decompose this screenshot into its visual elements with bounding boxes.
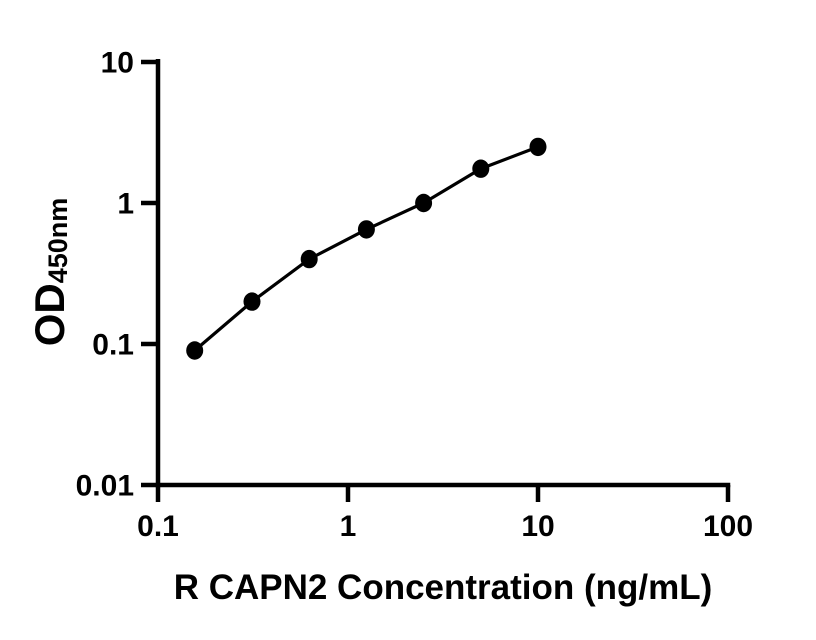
y-tick-label: 10	[101, 47, 134, 80]
curve-line	[193, 145, 539, 352]
data-point	[472, 159, 490, 178]
data-point	[243, 292, 261, 311]
y-tick-label: 0.1	[92, 329, 134, 362]
y-axis-title-main: OD	[26, 283, 73, 346]
x-tick-label: 1	[340, 510, 357, 543]
y-axis-title-subscript: 450nm	[43, 198, 73, 284]
x-tick-label: 0.1	[137, 510, 179, 543]
data-point	[415, 193, 433, 213]
data-point	[300, 249, 318, 269]
data-point	[529, 137, 547, 157]
data-point	[357, 220, 375, 239]
data-point	[186, 341, 204, 360]
x-axis-title: R CAPN2 Concentration (ng/mL)	[174, 568, 713, 607]
y-tick-label: 0.01	[76, 470, 134, 503]
x-tick-label: 100	[703, 510, 753, 543]
y-axis-title: OD450nm	[26, 198, 73, 347]
x-tick-label: 10	[521, 510, 554, 543]
y-tick-label: 1	[117, 188, 134, 221]
